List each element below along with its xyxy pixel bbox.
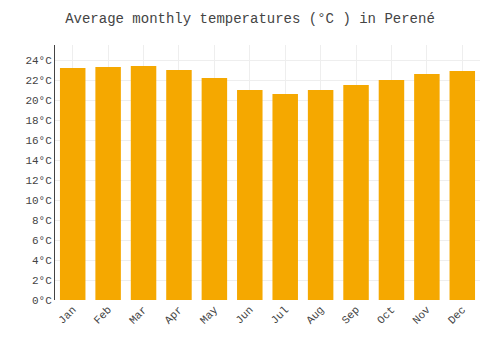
svg-text:20°C: 20°C [25, 95, 52, 107]
svg-text:12°C: 12°C [25, 175, 52, 187]
svg-text:Jun: Jun [233, 304, 255, 326]
svg-text:10°C: 10°C [25, 195, 52, 207]
svg-text:Sep: Sep [340, 304, 362, 326]
svg-text:Aug: Aug [304, 304, 326, 326]
svg-text:16°C: 16°C [25, 135, 52, 147]
svg-text:8°C: 8°C [32, 215, 52, 227]
svg-text:22°C: 22°C [25, 75, 52, 87]
svg-text:Average monthly temperatures (: Average monthly temperatures (°C ) in Pe… [65, 11, 435, 27]
svg-text:2°C: 2°C [32, 275, 52, 287]
svg-text:Feb: Feb [92, 304, 114, 326]
svg-text:Jan: Jan [56, 304, 78, 326]
svg-text:0°C: 0°C [32, 295, 52, 307]
svg-text:Jul: Jul [269, 304, 291, 326]
svg-text:Oct: Oct [375, 304, 397, 326]
svg-text:6°C: 6°C [32, 235, 52, 247]
svg-text:Mar: Mar [127, 304, 149, 326]
svg-text:Dec: Dec [446, 304, 468, 326]
svg-text:4°C: 4°C [32, 255, 52, 267]
svg-text:18°C: 18°C [25, 115, 52, 127]
svg-text:Apr: Apr [162, 304, 184, 326]
svg-text:24°C: 24°C [25, 55, 52, 67]
svg-text:May: May [198, 304, 221, 327]
svg-text:14°C: 14°C [25, 155, 52, 167]
svg-text:Nov: Nov [410, 304, 433, 327]
